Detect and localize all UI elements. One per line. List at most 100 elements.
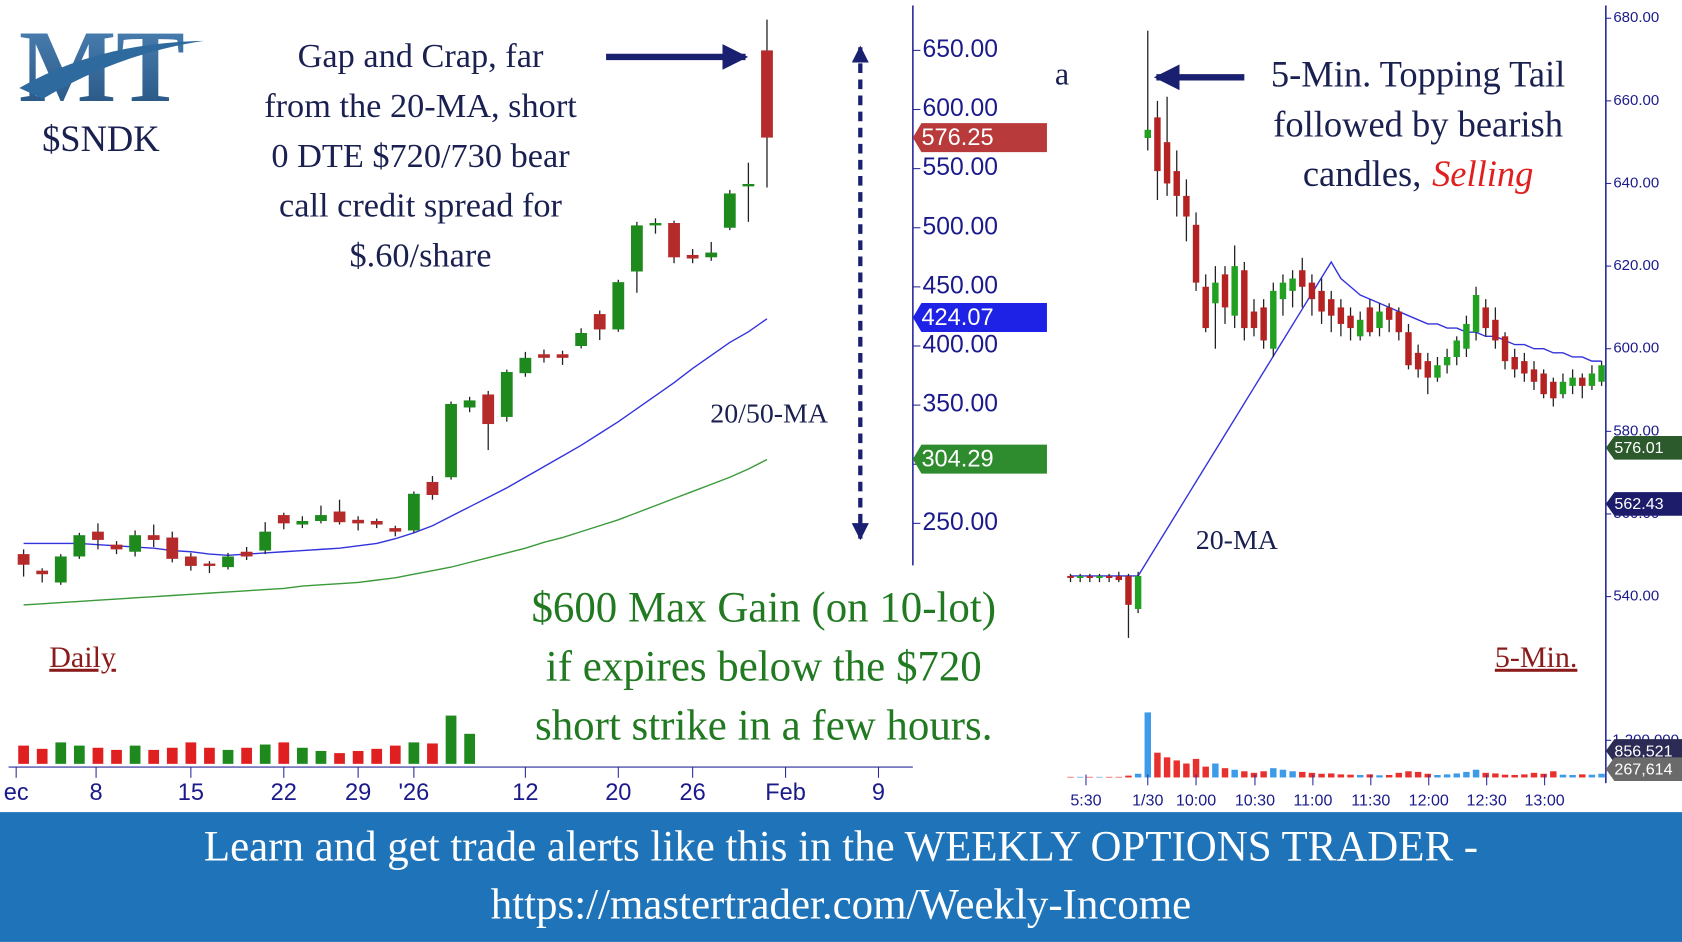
candle-body (1289, 278, 1296, 291)
volume-bar (1270, 768, 1277, 778)
candle-body (1376, 311, 1383, 329)
volume-bar (1096, 776, 1103, 778)
y-tick-label: 620.00 (1613, 257, 1659, 274)
volume-bar (1076, 776, 1084, 778)
x-tick-label: ec (4, 779, 29, 805)
volume-bar (1163, 757, 1171, 778)
candle-body (73, 535, 86, 557)
y-tick-label: 250.00 (923, 509, 998, 536)
x-tick-label: 12:30 (1467, 792, 1507, 810)
candle-body (1492, 319, 1499, 341)
banner-link[interactable]: https://mastertrader.com/Weekly-Income (491, 882, 1191, 929)
volume-bar (73, 745, 85, 764)
annotation-text: 20/50-MA (710, 399, 828, 430)
annotation: 20-MA (1196, 525, 1278, 556)
y-tick-label: 600.00 (1613, 340, 1659, 357)
y-tick-label: 500.00 (923, 213, 998, 240)
candle-body (1096, 575, 1103, 578)
candle-body (1299, 270, 1306, 287)
candle-body (761, 50, 773, 138)
candle-body (1385, 307, 1393, 320)
candle-body (92, 531, 104, 540)
annotation: Daily (49, 641, 116, 674)
annotation-text: $.60/share (350, 236, 492, 274)
annotation: if expires below the $720 (546, 643, 982, 690)
volume-bar (1241, 771, 1248, 778)
volume-bar (1154, 752, 1161, 778)
candle-body (445, 403, 457, 478)
volume-bar (1260, 771, 1267, 778)
volume-bar (427, 743, 438, 764)
volume-bar (18, 745, 29, 764)
candle-body (370, 520, 383, 525)
candle-body (1134, 575, 1142, 609)
candle-body (742, 183, 755, 187)
price-badge-label: 576.25 (921, 124, 993, 150)
volume-bar (1453, 773, 1460, 778)
candle-body (1424, 361, 1432, 378)
moving-average (1070, 260, 1602, 577)
x-tick-label: 26 (680, 779, 706, 805)
x-tick-label: 13:00 (1524, 792, 1564, 810)
candle-body (1105, 575, 1113, 578)
volume-bar (1540, 773, 1547, 778)
price-badge (1605, 757, 1682, 781)
candle-body (1270, 290, 1277, 349)
volume-bar (185, 742, 197, 764)
candle-body (296, 520, 309, 525)
volume-bar (1492, 773, 1499, 778)
annotation: $.60/share (350, 236, 492, 274)
volume-bar (315, 750, 327, 764)
y-tick-label: 600.00 (923, 95, 998, 122)
candle-body (1366, 307, 1374, 333)
volume-bar (1395, 772, 1403, 778)
candle-body (1328, 299, 1335, 316)
candle-body (1231, 266, 1238, 316)
moving-average (23, 458, 768, 606)
annotation-text: 0 DTE $720/730 bear (271, 137, 570, 175)
annotation-text: from the 20-MA, short (264, 87, 577, 125)
volume-bar (1463, 771, 1470, 778)
volume-bar (1366, 774, 1374, 778)
price-badge (912, 303, 1047, 333)
volume-bar (1250, 772, 1258, 778)
candle-body (352, 519, 365, 524)
candle-body (1501, 336, 1509, 362)
volume-bar (1212, 763, 1219, 778)
candle-body (147, 535, 160, 540)
volume-bar (464, 733, 475, 764)
volume-bar (222, 749, 234, 764)
candle-body (1125, 575, 1132, 605)
volume-bar (278, 742, 290, 764)
annotation: call credit spread for (279, 187, 563, 225)
price-badge (912, 444, 1047, 474)
volume-bar (1134, 773, 1142, 778)
candle-body (333, 511, 346, 523)
candle-body (1202, 286, 1209, 329)
candle-body (575, 332, 588, 346)
volume-bar (1559, 774, 1567, 778)
banner-text: Learn and get trade alerts like this in … (204, 824, 1478, 871)
candle-body (17, 554, 30, 565)
candle-body (538, 354, 550, 358)
x-tick-label: 5:30 (1070, 792, 1101, 810)
price-badge (1605, 492, 1682, 516)
volume-bar (1376, 775, 1383, 778)
candle-body (668, 223, 680, 258)
candle-body (1540, 373, 1547, 395)
y-tick-label: 650.00 (923, 36, 998, 63)
volume-bar (92, 747, 104, 764)
x-tick-label: 22 (271, 779, 297, 805)
candle-body (1144, 129, 1151, 139)
candle-body (1463, 323, 1470, 349)
price-badge-label: 424.07 (921, 304, 993, 330)
volume-bar (1598, 773, 1605, 778)
candle-body (630, 225, 643, 272)
x-tick-label: 20 (605, 779, 631, 805)
candle-body (36, 570, 49, 575)
x-tick-label: 11:00 (1293, 792, 1332, 810)
candle-body (129, 535, 142, 552)
y-tick-label: 540.00 (1613, 588, 1659, 605)
candle-body (1260, 307, 1267, 341)
volume-bar (1299, 771, 1306, 778)
